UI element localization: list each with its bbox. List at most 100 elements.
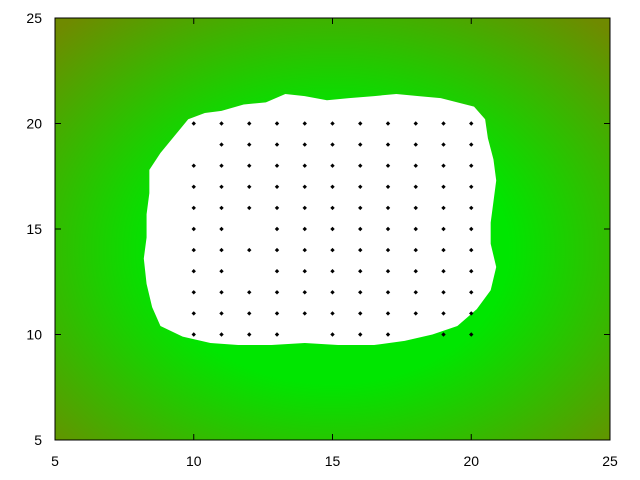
data-point-14: [274, 142, 280, 147]
data-point-54: [469, 205, 474, 211]
data-point-43: [469, 184, 474, 189]
data-point-80: [330, 269, 335, 274]
data-point-104: [385, 311, 391, 316]
data-point-50: [358, 205, 363, 211]
data-point-45: [219, 205, 224, 211]
x-tick-label-4: 20: [463, 453, 479, 469]
y-tick-label-4: 20: [26, 116, 42, 132]
y-tick-label-1: 5: [34, 432, 42, 448]
data-point-107: [469, 311, 474, 316]
data-point-101: [302, 311, 307, 316]
data-point-35: [247, 184, 252, 189]
data-point-82: [385, 269, 391, 274]
data-point-18: [385, 142, 391, 147]
data-point-22: [191, 163, 196, 168]
data-point-109: [219, 332, 224, 337]
data-point-44: [191, 205, 196, 211]
x-tick-label-3: 15: [325, 453, 341, 469]
axes: 5 10 15 20 25 5 10 15 20 25: [26, 10, 618, 469]
data-point-30: [413, 163, 418, 168]
data-point-41: [413, 184, 418, 189]
data-point-8: [385, 121, 391, 126]
data-point-25: [274, 163, 280, 168]
data-point-114: [385, 332, 391, 337]
data-point-3: [247, 121, 252, 126]
data-point-40: [385, 184, 391, 189]
data-point-60: [358, 226, 363, 232]
data-point-79: [302, 269, 307, 274]
data-point-34: [219, 184, 224, 189]
data-point-52: [413, 205, 418, 211]
data-point-63: [441, 226, 446, 232]
data-point-36: [274, 184, 280, 189]
data-point-64: [469, 226, 474, 232]
data-point-1: [191, 121, 196, 126]
data-point-57: [274, 226, 280, 232]
data-point-89: [274, 290, 280, 295]
data-point-58: [302, 226, 307, 232]
data-point-6: [330, 121, 335, 126]
point-layer: [191, 121, 474, 337]
data-point-59: [330, 226, 335, 232]
data-point-83: [413, 269, 418, 274]
data-point-87: [219, 290, 224, 295]
data-point-108: [191, 332, 196, 337]
data-point-5: [302, 121, 307, 126]
data-point-29: [385, 163, 391, 168]
data-point-61: [385, 226, 391, 232]
data-point-103: [358, 311, 363, 316]
data-point-15: [302, 142, 307, 147]
data-point-26: [302, 163, 307, 168]
data-point-92: [358, 290, 363, 295]
data-point-7: [358, 121, 363, 126]
data-point-111: [274, 332, 280, 337]
data-point-113: [358, 332, 363, 337]
data-point-71: [358, 247, 363, 253]
data-point-88: [247, 290, 252, 295]
data-point-19: [413, 142, 418, 147]
data-point-67: [247, 247, 252, 253]
data-point-81: [358, 269, 363, 274]
data-point-115: [441, 332, 446, 337]
x-tick-label-1: 5: [51, 453, 59, 469]
data-point-72: [385, 247, 391, 253]
data-point-106: [441, 311, 446, 316]
data-point-56: [219, 226, 224, 232]
data-point-37: [302, 184, 307, 189]
data-point-31: [441, 163, 446, 168]
data-point-102: [330, 311, 335, 316]
data-point-21: [469, 142, 474, 147]
data-point-33: [191, 184, 196, 189]
data-point-10: [441, 121, 446, 126]
data-point-4: [274, 121, 280, 126]
data-point-69: [302, 247, 307, 253]
data-point-39: [358, 184, 363, 189]
data-point-12: [219, 142, 224, 147]
data-point-42: [441, 184, 446, 189]
data-point-55: [191, 226, 196, 232]
data-point-38: [330, 184, 335, 189]
data-point-98: [219, 311, 224, 316]
data-point-11: [469, 121, 474, 126]
data-point-116: [469, 332, 474, 337]
data-point-9: [413, 121, 418, 126]
data-point-86: [191, 290, 196, 295]
data-point-47: [274, 205, 280, 211]
data-point-2: [219, 121, 224, 126]
data-point-66: [219, 247, 224, 253]
data-point-20: [441, 142, 446, 147]
data-point-23: [219, 163, 224, 168]
y-tick-label-3: 15: [26, 221, 42, 237]
data-point-76: [191, 269, 196, 274]
data-point-90: [302, 290, 307, 295]
data-point-75: [469, 247, 474, 253]
plot-area: [55, 18, 610, 440]
data-point-95: [441, 290, 446, 295]
x-tick-label-5: 25: [602, 453, 618, 469]
data-point-16: [330, 142, 335, 147]
data-point-46: [247, 205, 252, 211]
data-point-53: [441, 205, 446, 211]
data-point-49: [330, 205, 335, 211]
data-point-28: [358, 163, 363, 168]
